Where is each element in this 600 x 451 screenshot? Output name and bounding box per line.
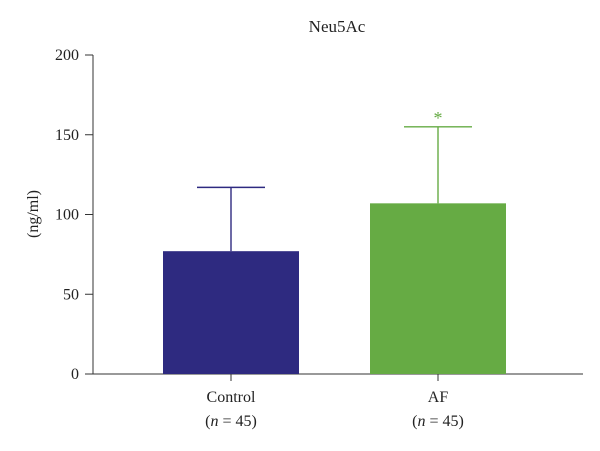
y-tick-label: 100 <box>55 207 79 224</box>
y-tick-label: 150 <box>55 127 79 144</box>
sample-size-open-paren: ( <box>412 413 417 430</box>
sample-size-open-paren: ( <box>205 413 210 430</box>
y-tick-label: 200 <box>55 47 79 64</box>
sample-size-label: (n = 45) <box>412 413 464 430</box>
x-axis-tick-labels: Control(n = 45)AF(n = 45) <box>205 389 464 430</box>
sample-size-label: (n = 45) <box>205 413 257 430</box>
chart-title: Neu5Ac <box>309 17 366 36</box>
x-tick-label: Control <box>207 389 256 406</box>
sample-size-variable: n <box>210 413 218 430</box>
y-axis-label: (ng/ml) <box>25 190 42 238</box>
x-axis-ticks <box>230 374 439 381</box>
y-tick-label: 0 <box>71 366 79 383</box>
bar-series <box>163 203 506 374</box>
y-tick-label: 50 <box>63 286 79 303</box>
sample-size-variable: n <box>417 413 425 430</box>
sample-size-value: = 45 <box>218 413 251 430</box>
significance-annotations: * <box>434 108 443 128</box>
error-bars <box>197 126 472 252</box>
y-axis-ticks: 0 50 100 150 200 <box>55 47 93 383</box>
x-tick-label: AF <box>428 389 449 406</box>
bar-af <box>370 203 506 374</box>
significance-marker: * <box>434 108 443 128</box>
sample-size-close-paren: ) <box>459 413 464 430</box>
sample-size-close-paren: ) <box>252 413 257 430</box>
bar-control <box>163 251 299 374</box>
sample-size-value: = 45 <box>425 413 458 430</box>
